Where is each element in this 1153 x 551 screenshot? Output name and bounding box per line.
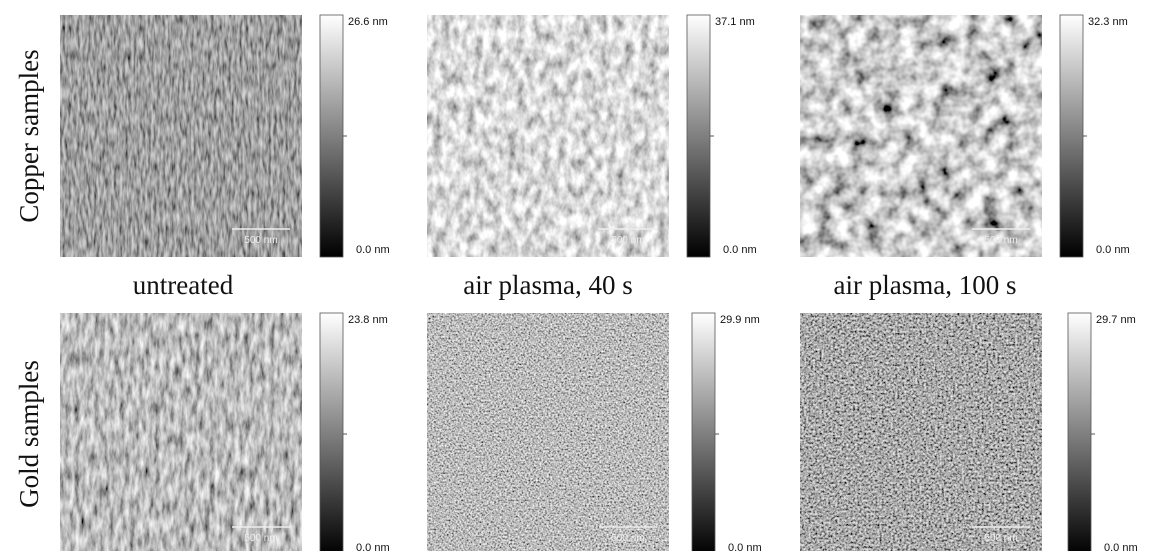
colorbar-min: 0.0 nm bbox=[728, 542, 762, 551]
afm-image bbox=[60, 15, 302, 257]
scale-bar-label: 500 nm bbox=[244, 533, 277, 544]
scale-bar-label: 500 nm bbox=[611, 533, 644, 544]
scale-bar-label: 500 nm bbox=[611, 235, 644, 246]
colorbar-min: 0.0 nm bbox=[723, 244, 757, 256]
colorbar bbox=[320, 15, 343, 257]
afm-image bbox=[427, 313, 669, 551]
row-label: Copper samples bbox=[14, 49, 44, 222]
scale-bar-label: 500 nm bbox=[984, 235, 1017, 246]
column-label: untreated bbox=[133, 270, 234, 300]
colorbar bbox=[687, 15, 710, 257]
colorbar-max: 26.6 nm bbox=[348, 16, 388, 28]
afm-image bbox=[800, 15, 1042, 257]
scale-bar-label: 500 nm bbox=[244, 235, 277, 246]
row-label: Gold samples bbox=[14, 360, 44, 508]
colorbar-max: 23.8 nm bbox=[348, 314, 388, 326]
colorbar-min: 0.0 nm bbox=[1104, 542, 1138, 551]
scale-bar-label: 500 nm bbox=[984, 533, 1017, 544]
colorbar bbox=[692, 313, 715, 551]
colorbar-min: 0.0 nm bbox=[356, 244, 390, 256]
colorbar-min: 0.0 nm bbox=[356, 542, 390, 551]
afm-image bbox=[427, 15, 669, 257]
colorbar bbox=[1060, 15, 1083, 257]
colorbar-max: 29.9 nm bbox=[720, 314, 760, 326]
column-label: air plasma, 40 s bbox=[463, 270, 632, 300]
colorbar bbox=[1068, 313, 1091, 551]
colorbar-min: 0.0 nm bbox=[1096, 244, 1130, 256]
colorbar-max: 37.1 nm bbox=[715, 16, 755, 28]
colorbar-max: 32.3 nm bbox=[1088, 16, 1128, 28]
colorbar-max: 29.7 nm bbox=[1096, 314, 1136, 326]
colorbar bbox=[320, 313, 343, 551]
column-label: air plasma, 100 s bbox=[834, 270, 1017, 300]
figure: Copper samples 500 nm 26.6 nm 0.0 nm 500 nm 3… bbox=[0, 0, 1153, 551]
afm-image bbox=[800, 313, 1042, 551]
afm-image bbox=[60, 313, 302, 551]
